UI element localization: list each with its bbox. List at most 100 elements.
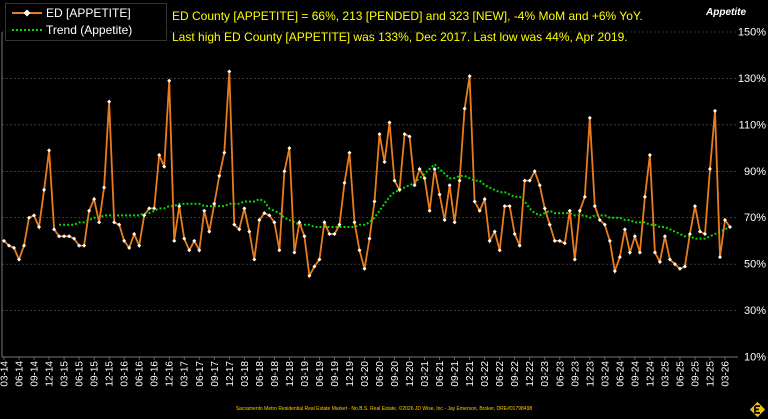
x-tick-label: 09-18: [270, 361, 281, 387]
footer-credit: Sacramento Metro Residential Real Estate…: [235, 406, 533, 412]
data-point: [687, 231, 692, 236]
chart-title: Appetite: [706, 7, 746, 18]
data-point: [667, 257, 672, 262]
legend-item-trend[interactable]: Trend (Appetite): [12, 22, 132, 38]
data-point: [647, 153, 652, 158]
data-point: [682, 264, 687, 269]
x-tick-label: 03-15: [60, 361, 71, 387]
data-point: [317, 257, 322, 262]
x-tick-label: 03-23: [540, 361, 551, 387]
data-point: [612, 269, 617, 274]
data-point: [457, 178, 462, 183]
data-point: [702, 231, 707, 236]
data-point: [57, 234, 62, 239]
data-point: [257, 218, 262, 223]
x-tick-label: 03-16: [120, 361, 131, 387]
data-point: [412, 183, 417, 188]
data-point: [497, 248, 502, 253]
legend-item-ed-appetite[interactable]: ED [APPETITE]: [12, 5, 131, 21]
data-point: [467, 74, 472, 79]
data-point: [522, 178, 527, 183]
data-point: [147, 206, 152, 211]
data-point: [27, 215, 32, 220]
x-tick-label: 12-24: [645, 361, 656, 387]
x-tick-label: 03-26: [720, 361, 731, 387]
x-tick-label: 03-25: [660, 361, 671, 387]
data-point: [452, 220, 457, 225]
data-point: [607, 238, 612, 243]
annotation-high-low: Last high ED County [APPETITE] was 133%,…: [172, 30, 628, 44]
data-point: [167, 78, 172, 83]
data-point: [367, 236, 372, 241]
data-point: [512, 231, 517, 236]
data-point: [142, 213, 147, 218]
data-point: [527, 178, 532, 183]
x-tick-label: 09-21: [450, 361, 461, 387]
data-point: [77, 243, 82, 248]
data-point: [117, 222, 122, 227]
data-point: [692, 204, 697, 209]
data-point: [277, 248, 282, 253]
data-point: [17, 257, 22, 262]
data-point: [337, 222, 342, 227]
data-point: [352, 220, 357, 225]
data-point: [422, 176, 427, 181]
data-point: [162, 164, 167, 169]
data-point: [72, 236, 77, 241]
data-point: [487, 238, 492, 243]
data-point: [712, 108, 717, 113]
data-point: [707, 166, 712, 171]
y-tick-label: 110%: [739, 119, 767, 131]
data-point: [728, 225, 732, 229]
data-point: [247, 229, 252, 234]
x-tick-label: 06-19: [315, 361, 326, 387]
data-point: [627, 250, 632, 255]
data-point: [37, 225, 42, 229]
data-point: [287, 146, 292, 151]
data-point: [327, 231, 332, 236]
data-point: [677, 266, 682, 271]
data-point: [242, 206, 247, 211]
x-tick-label: 12-18: [285, 361, 296, 387]
y-tick-label: 10%: [744, 352, 766, 364]
data-point: [342, 180, 347, 185]
data-point: [292, 250, 297, 255]
data-point: [182, 236, 187, 241]
data-point: [87, 208, 92, 213]
data-point: [42, 187, 47, 192]
data-point: [542, 206, 547, 211]
x-tick-label: 06-18: [255, 361, 266, 387]
x-tick-label: 12-14: [45, 361, 56, 387]
legend: ED [APPETITE] Trend (Appetite): [5, 3, 167, 41]
data-point: [47, 148, 52, 153]
data-point: [562, 241, 567, 246]
data-point: [507, 204, 512, 209]
x-tick-label: 03-22: [480, 361, 491, 387]
x-tick-label: 12-17: [225, 361, 236, 387]
x-tick-label: 12-23: [585, 361, 596, 387]
data-point: [322, 220, 327, 225]
x-tick-label: 09-14: [30, 361, 41, 387]
data-point: [82, 243, 87, 248]
data-point: [387, 120, 392, 125]
data-point: [592, 204, 597, 209]
x-tick-label: 12-15: [105, 361, 116, 387]
x-tick-label: 12-19: [345, 361, 356, 387]
data-point: [397, 187, 402, 192]
x-tick-label: 12-20: [405, 361, 416, 387]
data-point: [657, 259, 662, 264]
data-point: [332, 231, 337, 236]
x-tick-label: 06-16: [135, 361, 146, 387]
data-point: [577, 208, 582, 213]
data-point: [307, 273, 312, 278]
data-point: [572, 257, 577, 262]
data-point: [172, 238, 177, 243]
data-point: [502, 204, 507, 209]
x-tick-label: 06-20: [375, 361, 386, 387]
data-point: [102, 185, 107, 190]
x-tick-label: 12-22: [525, 361, 536, 387]
data-point: [7, 243, 12, 248]
data-point: [157, 153, 162, 158]
x-tick-label: 12-25: [705, 361, 716, 387]
